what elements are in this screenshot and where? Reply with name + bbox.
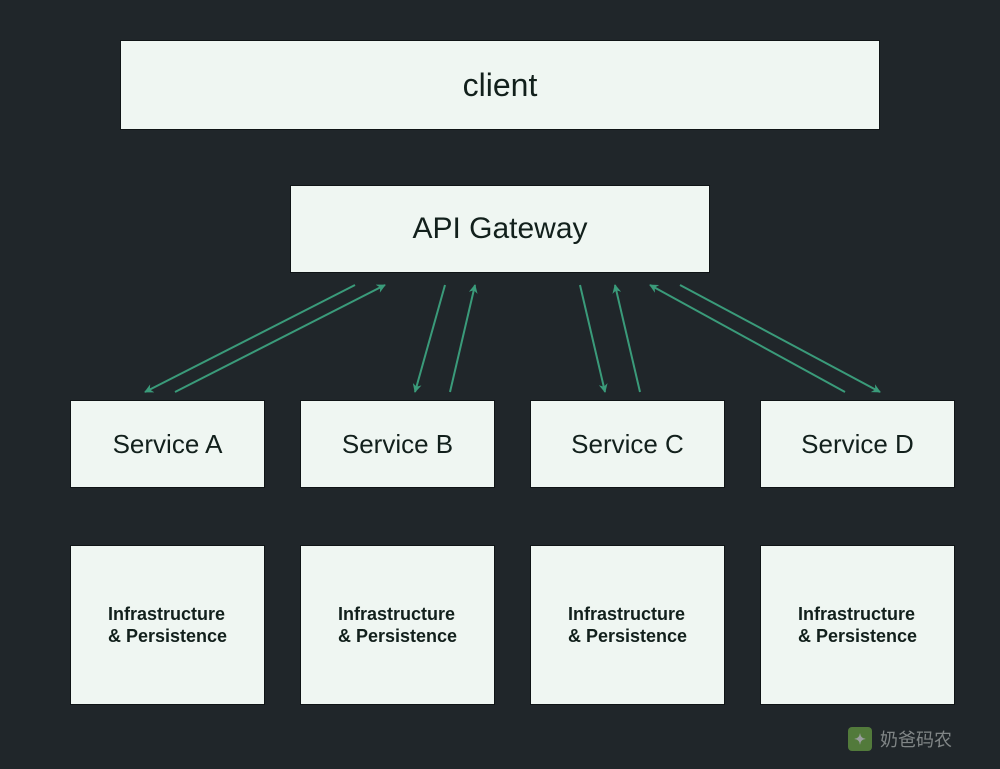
service-c-box: Service C	[530, 400, 725, 488]
infra-b-box: Infrastructure& Persistence	[300, 545, 495, 705]
service-b-box: Service B	[300, 400, 495, 488]
watermark-logo-icon: ✦	[848, 727, 872, 751]
service-a-box: Service A	[70, 400, 265, 488]
diagram-canvas: client API Gateway Service A Service B S…	[0, 0, 1000, 769]
infra-c-box: Infrastructure& Persistence	[530, 545, 725, 705]
infra-c-label: Infrastructure& Persistence	[568, 603, 687, 648]
infra-a-label: Infrastructure& Persistence	[108, 603, 227, 648]
infra-d-label: Infrastructure& Persistence	[798, 603, 917, 648]
service-b-label: Service B	[342, 429, 453, 460]
service-c-label: Service C	[571, 429, 684, 460]
service-a-label: Service A	[113, 429, 223, 460]
service-d-box: Service D	[760, 400, 955, 488]
watermark: ✦ 奶爸码农	[848, 726, 952, 752]
api-gateway-label: API Gateway	[412, 212, 587, 246]
service-d-label: Service D	[801, 429, 914, 460]
api-gateway-box: API Gateway	[290, 185, 710, 273]
watermark-text: 奶爸码农	[880, 726, 952, 752]
client-box: client	[120, 40, 880, 130]
infra-a-box: Infrastructure& Persistence	[70, 545, 265, 705]
client-label: client	[463, 67, 538, 104]
infra-b-label: Infrastructure& Persistence	[338, 603, 457, 648]
infra-d-box: Infrastructure& Persistence	[760, 545, 955, 705]
